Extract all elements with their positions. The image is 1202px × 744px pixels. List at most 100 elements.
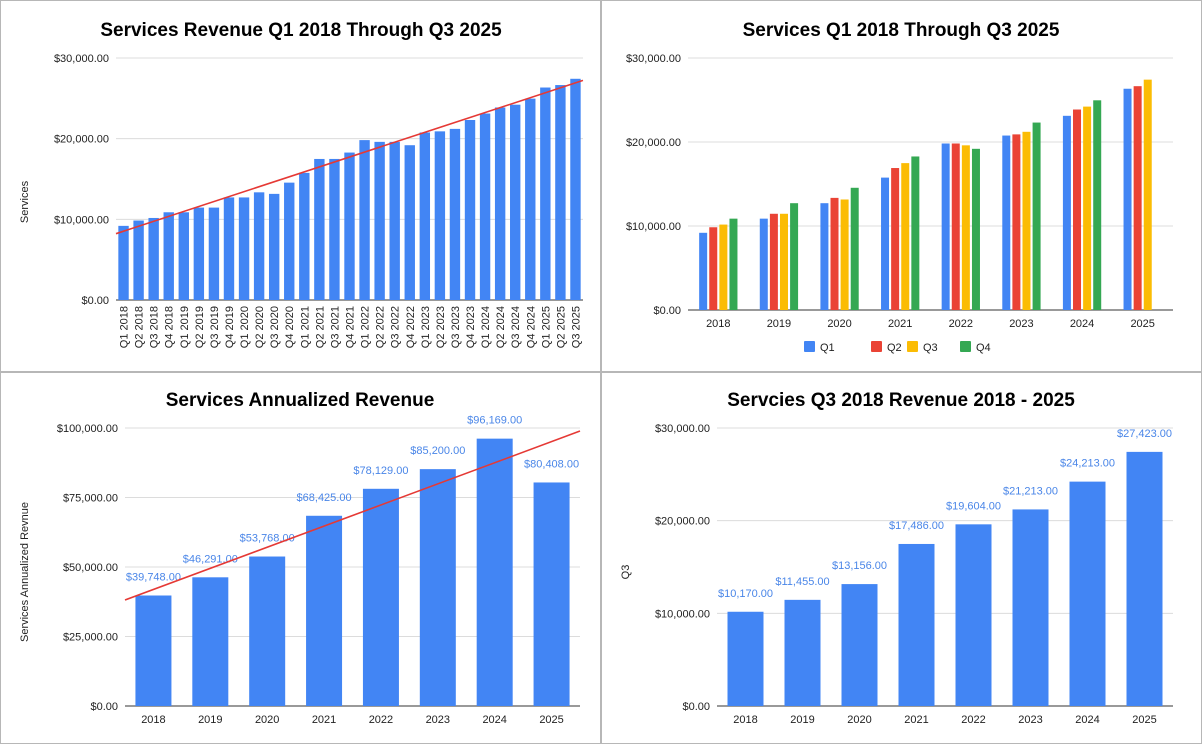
bar [494, 107, 506, 300]
x-tick-label: 2021 [888, 318, 912, 330]
x-tick-label: 2019 [198, 714, 222, 726]
y-tick-label: $30,000.00 [626, 53, 681, 65]
bar [840, 199, 849, 310]
bar [1069, 481, 1106, 706]
bar [135, 595, 172, 706]
y-tick-label: $20,000.00 [54, 134, 109, 146]
x-tick-label: 2018 [733, 714, 757, 726]
data-label: $39,748.00 [126, 572, 181, 584]
chart-title: Servcies Q3 2018 Revenue 2018 - 2025 [727, 390, 1075, 411]
bar [941, 143, 950, 310]
y-tick-label: $10,000.00 [626, 221, 681, 233]
data-label: $96,169.00 [467, 415, 522, 427]
bar [419, 132, 431, 300]
bar [362, 488, 399, 706]
x-tick-label: Q2 2021 [314, 306, 326, 348]
data-label: $46,291.00 [183, 553, 238, 565]
bar [951, 143, 960, 310]
x-tick-label: 2021 [312, 714, 336, 726]
x-tick-label: Q2 2024 [495, 306, 507, 348]
chart-annualized-revenue: Services Annualized Revenue Services Annu… [0, 372, 601, 744]
x-tick-label: Q3 2021 [329, 306, 341, 348]
y-tick-label: $30,000.00 [655, 423, 710, 435]
x-tick-label: Q3 2023 [450, 306, 462, 348]
bar [1012, 134, 1021, 310]
x-tick-label: 2020 [847, 714, 871, 726]
y-tick-label: $75,000.00 [63, 493, 118, 505]
y-tick-label: $0.00 [653, 305, 681, 317]
x-tick-label: Q4 2021 [345, 306, 357, 348]
bar [329, 158, 340, 300]
x-tick-label: Q1 2020 [239, 306, 251, 348]
x-tick-label: Q2 2023 [435, 306, 447, 348]
x-tick-label: Q4 2024 [525, 306, 537, 348]
bar [759, 218, 768, 310]
data-label: $78,129.00 [353, 465, 408, 477]
x-tick-label: 2024 [1075, 714, 1099, 726]
x-tick-label: Q1 2023 [420, 306, 432, 348]
x-tick-label: Q4 2023 [465, 306, 477, 348]
bar [971, 148, 980, 310]
legend-label: Q2 [887, 342, 902, 354]
bar [570, 78, 581, 300]
trendline [115, 79, 584, 235]
y-tick-label: $30,000.00 [54, 53, 109, 65]
bar [1073, 109, 1082, 310]
bar [1012, 509, 1049, 706]
x-tick-label: 2022 [961, 714, 985, 726]
y-tick-label: $10,000.00 [54, 214, 109, 226]
bar [841, 584, 878, 706]
bar [1032, 122, 1041, 310]
data-label: $80,408.00 [524, 458, 579, 470]
bar [178, 212, 189, 300]
bar [898, 543, 935, 706]
bar [192, 577, 229, 706]
bar [479, 113, 491, 301]
bar [476, 438, 513, 706]
x-tick-label: Q3 2018 [149, 306, 161, 348]
bar [314, 158, 325, 300]
x-tick-label: 2024 [1070, 318, 1094, 330]
x-tick-label: Q3 2025 [570, 306, 582, 348]
chart-title: Services Revenue Q1 2018 Through Q3 2025 [100, 20, 502, 41]
bar [299, 172, 310, 300]
bar [118, 225, 129, 300]
y-tick-label: $0.00 [81, 295, 109, 307]
bar [1143, 79, 1152, 311]
chart-q3-revenue: Servcies Q3 2018 Revenue 2018 - 2025 Q3 $0… [601, 372, 1202, 744]
x-tick-label: Q4 2019 [224, 306, 236, 348]
y-tick-label: $25,000.00 [63, 632, 118, 644]
bar [193, 207, 205, 300]
bar [1126, 451, 1163, 706]
bar [404, 145, 415, 300]
x-tick-label: Q3 2020 [269, 306, 281, 348]
bar [699, 232, 708, 310]
bar [344, 152, 355, 300]
bar [1022, 131, 1031, 310]
x-tick-label: Q2 2018 [134, 306, 146, 348]
bar [306, 515, 343, 706]
y-tick-label: $0.00 [682, 701, 710, 713]
legend-label: Q3 [923, 342, 938, 354]
bar [727, 611, 764, 706]
data-label: $24,213.00 [1060, 458, 1115, 470]
bar [784, 599, 821, 706]
bar [779, 213, 788, 310]
y-axis-label: Services [19, 180, 31, 223]
x-tick-label: 2022 [949, 318, 973, 330]
trendline [124, 430, 581, 601]
data-label: $19,604.00 [946, 500, 1001, 512]
bar [1133, 86, 1142, 310]
bar [1083, 106, 1092, 310]
x-tick-label: 2019 [767, 318, 791, 330]
bar [249, 556, 286, 706]
x-tick-label: Q2 2019 [194, 306, 206, 348]
bar [1062, 115, 1071, 310]
x-tick-label: 2021 [904, 714, 928, 726]
bar [208, 207, 220, 300]
bar [540, 87, 551, 300]
bar [911, 156, 920, 310]
bar [820, 203, 829, 310]
y-axis-label: Services Annualized Revnue [19, 502, 31, 642]
